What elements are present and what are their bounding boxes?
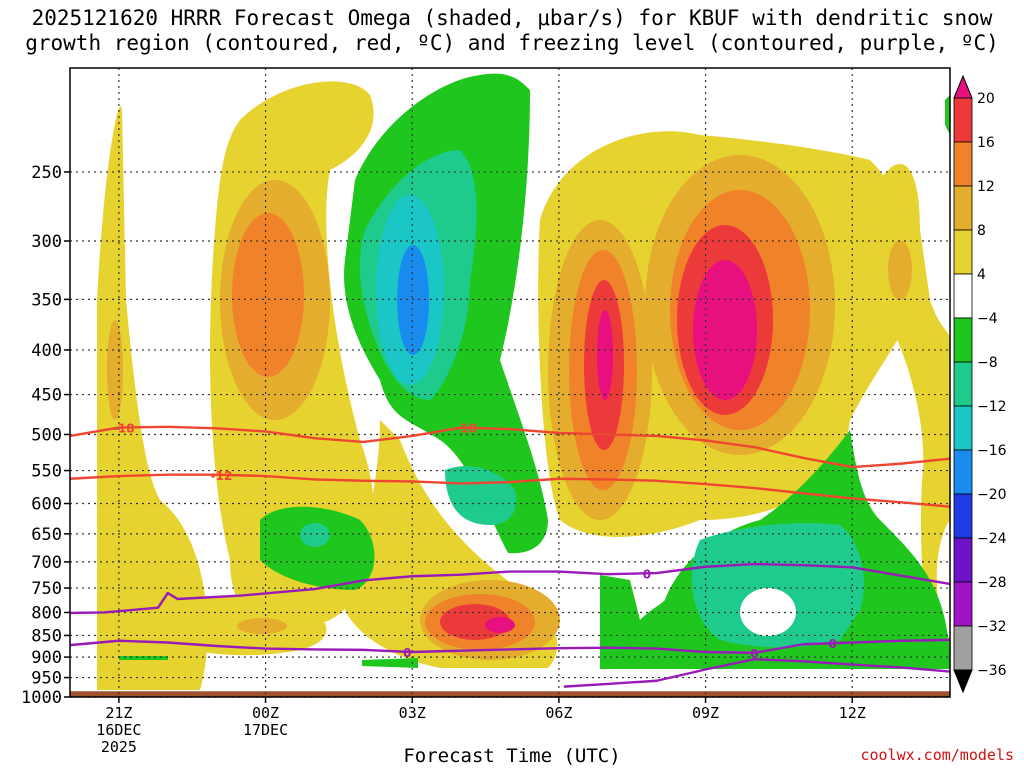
colorbar-label: 20 [977, 91, 995, 107]
contour-label: 0 [403, 646, 411, 660]
y-tick-label: 800 [31, 603, 62, 623]
x-tick-label: 12Z [839, 704, 866, 722]
sinking-core-teal-small [300, 523, 330, 547]
colorbar-label: −12 [977, 399, 1007, 415]
y-tick-label: 1000 [21, 688, 62, 708]
y-axis-ticks: 2503003504004505005506006507007508008509… [21, 163, 70, 708]
sinking-core-teal-low [445, 466, 517, 525]
contour-label: -12 [211, 469, 233, 483]
y-tick-label: 550 [31, 462, 62, 482]
chart-title-line-1: 2025121620 HRRR Forecast Omega (shaded, … [31, 6, 993, 30]
colorbar-label: −28 [977, 575, 1007, 591]
contour-dgz_minus12 [69, 473, 951, 508]
colorbar-bin [953, 185, 973, 231]
x-tick-label: 21Z [105, 704, 132, 722]
sinking-core-teal-right [691, 523, 864, 648]
colorbar-bin [953, 273, 973, 319]
rising-core-low-left [237, 618, 287, 634]
sinking-core-blue [397, 245, 429, 355]
x-tick-label: 09Z [692, 704, 719, 722]
colorbar-bin [953, 317, 973, 363]
colorbar-bin [953, 449, 973, 495]
plot-border [69, 67, 951, 698]
colorbar-label: −36 [977, 663, 1007, 679]
colorbar-label: 4 [977, 267, 986, 283]
y-tick-label: 450 [31, 386, 62, 406]
y-tick-label: 500 [31, 425, 62, 445]
sinking-area-lower-left [260, 506, 375, 590]
contour-lines: -18 -18 -12 0 0 0 0 [69, 422, 951, 688]
y-tick-label: 350 [31, 290, 62, 310]
contour-label: 0 [643, 567, 651, 581]
rising-core-right [888, 240, 912, 300]
colorbar-label: −20 [977, 487, 1007, 503]
y-tick-label: 950 [31, 669, 62, 689]
colorbar-label: 8 [977, 223, 986, 239]
colorbar-label: −4 [977, 311, 998, 327]
contour-frz_near_sfc [563, 657, 951, 688]
rising-core-mid-low-max [485, 617, 515, 633]
contour-dgz_minus18 [69, 425, 951, 469]
plot-frame [69, 67, 951, 698]
rising-core-left [107, 320, 123, 420]
x-tick-label: 03Z [399, 704, 426, 722]
sinking-area-top-right [945, 95, 950, 135]
colorbar-bin [953, 537, 973, 583]
colorbar-bin [953, 97, 973, 143]
colorbar-bin [953, 361, 973, 407]
rising-core-early-inner [232, 213, 304, 377]
contour-frz_lower [69, 638, 951, 655]
colorbar-bin [953, 229, 973, 275]
y-tick-label: 750 [31, 579, 62, 599]
y-tick-label: 700 [31, 553, 62, 573]
y-tick-label: 400 [31, 341, 62, 361]
contour-frz_upper [69, 562, 951, 615]
x-tick-label: 16DEC [96, 721, 141, 739]
rising-area-right [869, 164, 950, 669]
rising-core-main-left-max [597, 310, 613, 400]
colorbar-bin [953, 581, 973, 627]
colorbar-bottom-arrow [953, 669, 973, 694]
y-tick-label: 900 [31, 648, 62, 668]
y-tick-label: 650 [31, 525, 62, 545]
colorbar-label: 16 [977, 135, 995, 151]
y-tick-label: 250 [31, 163, 62, 183]
colorbar-top-arrow [953, 74, 973, 99]
ground-fill [70, 691, 950, 697]
colorbar-bin [953, 493, 973, 539]
colorbar-label: 12 [977, 179, 995, 195]
credit-text: coolwx.com/models [860, 746, 1014, 764]
y-tick-label: 300 [31, 232, 62, 252]
colorbar-bin [953, 625, 973, 671]
y-tick-label: 850 [31, 626, 62, 646]
neutral-hole [740, 588, 796, 636]
rising-area-left-column [97, 106, 208, 691]
contour-label: -18 [455, 422, 477, 436]
colorbar-bin [953, 405, 973, 451]
contour-label: 0 [750, 647, 758, 661]
colorbar-label: −8 [977, 355, 998, 371]
x-tick-label: 2025 [101, 738, 137, 756]
contour-label: 0 [828, 637, 836, 651]
x-tick-label: 00Z [252, 704, 279, 722]
rising-core-main-right-max [693, 260, 757, 400]
y-tick-label: 600 [31, 495, 62, 515]
colorbar: 20 16 12 8 4 −4 −8 −12 −16 −20 −24 −28 −32 −36 [953, 74, 1007, 694]
x-tick-label: 17DEC [243, 721, 288, 739]
colorbar-label: −16 [977, 443, 1007, 459]
x-tick-label: 06Z [545, 704, 572, 722]
contour-label: -18 [113, 422, 135, 436]
sinking-area-sliver-2 [362, 658, 418, 668]
colorbar-label: −32 [977, 619, 1007, 635]
chart-title-line-2: growth region (contoured, red, ºC) and f… [25, 31, 999, 55]
ground-layer [70, 691, 950, 697]
omega-shaded-field [70, 68, 950, 697]
colorbar-label: −24 [977, 531, 1007, 547]
grid-lines [70, 68, 950, 698]
colorbar-bin [953, 141, 973, 187]
x-axis-label: Forecast Time (UTC) [403, 745, 621, 767]
